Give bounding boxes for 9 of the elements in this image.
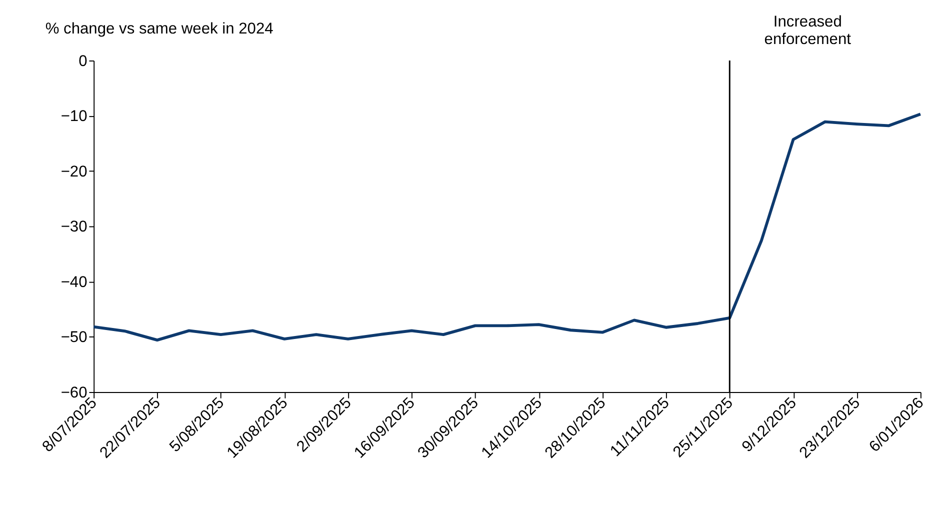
y-tick-label: −20 xyxy=(60,163,88,180)
y-tick-label: −40 xyxy=(60,274,88,291)
y-axis-title: % change vs same week in 2024 xyxy=(45,20,274,38)
line-series xyxy=(92,112,922,342)
ref-line-label: Increased enforcement xyxy=(764,13,852,48)
y-tick-label: 0 xyxy=(78,52,88,70)
y-tick-label: −50 xyxy=(60,329,88,346)
y-tick-label: −10 xyxy=(60,108,88,126)
y-tick-label: −30 xyxy=(60,218,88,236)
